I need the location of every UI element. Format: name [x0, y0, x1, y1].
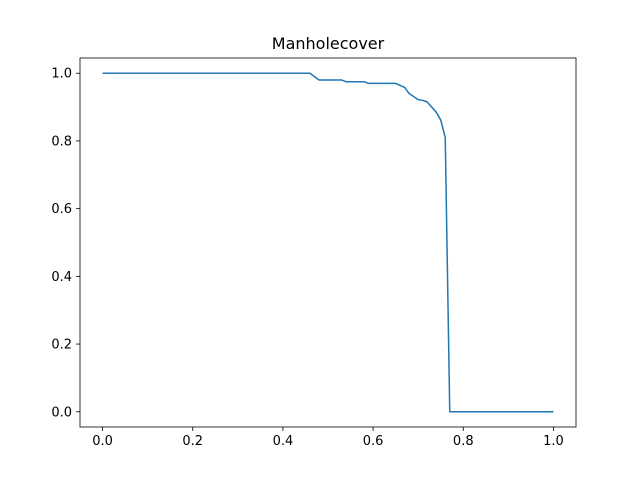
y-tick-label: 1.0 [51, 67, 72, 82]
y-tick-label: 0.4 [51, 270, 72, 285]
y-tick-label: 0.0 [51, 405, 72, 420]
y-tick-label: 0.6 [51, 202, 72, 217]
chart-title: Manholecover [272, 34, 385, 53]
x-tick-label: 0.4 [273, 434, 294, 449]
plot-area: 0.0 0.2 0.4 0.6 0.8 1.0 0.0 0.2 0.4 0.6 0.8 1.0 [51, 57, 577, 449]
axes-frame [79, 57, 577, 428]
x-tick-label: 0.0 [92, 434, 113, 449]
y-tick-label: 0.2 [51, 338, 72, 353]
x-tick-label: 0.6 [363, 434, 384, 449]
x-tick-label: 0.8 [453, 434, 474, 449]
x-tick-label: 1.0 [543, 434, 564, 449]
series-line-0 [102, 72, 554, 413]
y-tick-label: 0.8 [51, 134, 72, 149]
x-tick-label: 0.2 [182, 434, 203, 449]
